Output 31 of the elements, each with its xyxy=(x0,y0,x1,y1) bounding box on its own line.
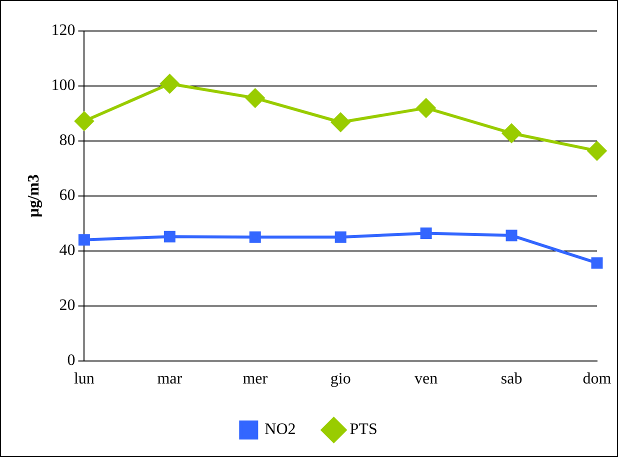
point xyxy=(591,257,603,269)
legend-label: NO2 xyxy=(264,421,296,438)
y-tick-label: 20 xyxy=(59,297,76,314)
point xyxy=(506,230,518,242)
x-tick-label: gio xyxy=(330,370,351,388)
y-tick-label: 40 xyxy=(59,242,76,260)
x-tick-label: sab xyxy=(500,370,522,388)
point xyxy=(416,98,436,118)
y-tick-label: 60 xyxy=(59,187,76,204)
x-tick-label: lun xyxy=(74,370,94,388)
point xyxy=(334,231,346,243)
x-tick-label: dom xyxy=(582,370,612,388)
y-tick-label: 80 xyxy=(59,132,76,150)
point xyxy=(160,74,180,94)
x-tick-label: mer xyxy=(242,370,268,388)
point xyxy=(164,230,176,242)
point xyxy=(420,228,432,240)
x-tick-label: mar xyxy=(157,370,183,388)
x-tick-label: ven xyxy=(414,370,438,388)
point xyxy=(249,231,261,243)
legend-label: PTS xyxy=(350,421,378,438)
point xyxy=(78,234,90,246)
point xyxy=(588,141,606,160)
point xyxy=(502,124,522,143)
y-axis-title: µg/m3 xyxy=(26,174,43,218)
y-tick-label: 100 xyxy=(51,77,76,94)
point xyxy=(246,88,265,108)
y-tick-label: 120 xyxy=(51,22,76,40)
point xyxy=(74,112,94,131)
point xyxy=(331,112,350,132)
y-tick-label: 0 xyxy=(67,352,76,370)
